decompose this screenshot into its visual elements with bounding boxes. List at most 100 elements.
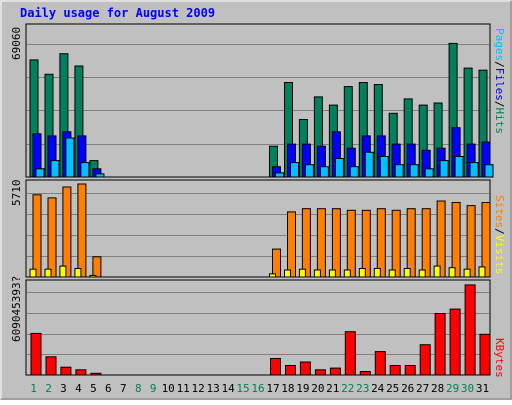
vs-visits-bar-day-2 (44, 268, 52, 278)
hfp-pages-bar-day-20 (319, 166, 329, 178)
kb-kbytes-bar-day-30 (464, 284, 476, 376)
legend-sites: Sites (493, 195, 506, 228)
x-tick-day-3: 3 (60, 382, 67, 395)
legend-hits-files-pages: Pages/Files/Hits (493, 28, 506, 134)
vs-sites-bar-day-24 (376, 208, 386, 278)
kb-kbytes-bar-day-20 (314, 369, 326, 376)
vs-sites-bar-day-31 (481, 202, 491, 278)
vs-visits-bar-day-30 (463, 268, 471, 278)
vs-visits-bar-day-4 (74, 268, 82, 278)
x-tick-day-8: 8 (135, 382, 142, 395)
x-tick-day-23: 23 (356, 382, 369, 395)
panels (25, 23, 491, 376)
vs-sites-bar-day-3 (62, 186, 72, 278)
hfp-pages-bar-day-18 (290, 162, 299, 178)
svg-text:Pages/Files/Hits: Pages/Files/Hits (493, 28, 506, 134)
vs-visits-bar-day-17 (269, 273, 276, 278)
vs-visits-bar-day-26 (403, 268, 411, 278)
kb-kbytes-bar-day-2 (45, 356, 57, 376)
x-tick-day-14: 14 (221, 382, 235, 395)
kb-kbytes-bar-day-1 (30, 332, 42, 376)
x-tick-day-6: 6 (105, 382, 112, 395)
x-tick-day-2: 2 (45, 382, 52, 395)
vs-sites-bar-day-23 (361, 209, 371, 278)
x-tick-day-11: 11 (177, 382, 190, 395)
vs-sites-bar-day-25 (391, 209, 401, 278)
vs-sites-bar-day-5 (92, 256, 102, 278)
kb-kbytes-bar-day-17 (270, 358, 281, 376)
x-tick-day-10: 10 (162, 382, 175, 395)
x-tick-day-29: 29 (446, 382, 459, 395)
kb-kbytes-bar-day-24 (374, 351, 386, 376)
vs-visits-bar-day-31 (478, 266, 486, 278)
hfp-pages-bar-day-21 (334, 158, 344, 178)
x-tick-day-21: 21 (326, 382, 339, 395)
bars (29, 42, 494, 376)
hfp-pages-bar-day-24 (379, 156, 389, 178)
chart-title: Daily usage for August 2009 (20, 6, 215, 20)
kb-kbytes-bar-day-23 (359, 371, 371, 376)
legend-kbytes-group: KBytes (493, 338, 506, 378)
hfp-pages-bar-day-29 (454, 156, 464, 178)
y-max-visits: 5710 (10, 180, 23, 207)
vs-visits-bar-day-27 (418, 269, 426, 278)
x-axis-labels: 1 2 3 4 5 6 7 8 9 10 11 12 13 14 15 16 17 18 19 20 21 22 23 24 2… (30, 382, 489, 395)
vs-sites-bar-day-21 (331, 208, 341, 278)
kb-kbytes-bar-day-21 (329, 367, 341, 376)
vs-visits-bar-day-1 (29, 268, 37, 278)
vs-sites-bar-day-30 (466, 205, 476, 278)
vs-visits-bar-day-22 (343, 269, 351, 278)
x-tick-day-7: 7 (120, 382, 127, 395)
x-tick-day-5: 5 (90, 382, 97, 395)
vs-visits-bar-day-19 (298, 268, 306, 278)
svg-text:Sites/Visits: Sites/Visits (493, 195, 506, 275)
legend-visits-sites: Sites/Visits (493, 195, 506, 275)
x-tick-day-19: 19 (296, 382, 309, 395)
hfp-pages-bar-day-5 (95, 173, 105, 178)
legend-sep-2: / (493, 101, 506, 108)
x-tick-day-28: 28 (431, 382, 444, 395)
legend-kbytes: KBytes (493, 338, 506, 378)
hfp-pages-bar-day-30 (469, 162, 479, 178)
x-tick-day-16: 16 (251, 382, 264, 395)
hfp-pages-bar-day-26 (409, 164, 419, 178)
kb-kbytes-bar-day-27 (419, 344, 431, 376)
kb-kbytes-bar-day-4 (75, 369, 87, 376)
vs-sites-bar-day-22 (346, 209, 356, 278)
legend-hits: Pages (493, 28, 506, 61)
vs-sites-bar-day-4 (77, 183, 87, 278)
vs-visits-bar-day-5 (89, 274, 97, 278)
vs-visits-bar-day-3 (59, 265, 67, 278)
legend-sep-3: / (493, 228, 506, 235)
vs-sites-bar-day-28 (436, 200, 446, 278)
kb-kbytes-bar-day-18 (285, 365, 296, 376)
vs-visits-bar-day-21 (328, 269, 336, 278)
vs-sites-bar-day-26 (406, 208, 416, 278)
kb-kbytes-bar-day-19 (299, 361, 311, 376)
x-tick-day-20: 20 (311, 382, 324, 395)
hfp-pages-bar-day-28 (439, 160, 449, 178)
vs-visits-bar-day-23 (358, 268, 366, 278)
kb-kbytes-bar-day-28 (434, 313, 446, 376)
x-tick-day-25: 25 (386, 382, 399, 395)
vs-visits-bar-day-29 (448, 267, 456, 278)
x-tick-day-31: 31 (476, 382, 489, 395)
vs-sites-bar-day-20 (316, 208, 326, 278)
y-max-kbytes: 609045393? (10, 276, 23, 342)
hfp-pages-bar-day-1 (35, 168, 45, 178)
vs-sites-bar-day-19 (301, 208, 311, 278)
hfp-pages-bar-day-31 (484, 164, 494, 178)
x-tick-day-17: 17 (266, 382, 279, 395)
x-tick-day-24: 24 (371, 382, 385, 395)
vs-sites-bar-day-2 (47, 197, 57, 278)
x-tick-day-22: 22 (341, 382, 354, 395)
x-tick-day-27: 27 (416, 382, 429, 395)
x-tick-day-9: 9 (150, 382, 157, 395)
kb-kbytes-bar-day-5 (90, 372, 102, 376)
y-axis-labels: 69060 5710 609045393? (10, 27, 23, 342)
kb-kbytes-bar-day-29 (449, 308, 461, 376)
x-tick-day-1: 1 (30, 382, 37, 395)
